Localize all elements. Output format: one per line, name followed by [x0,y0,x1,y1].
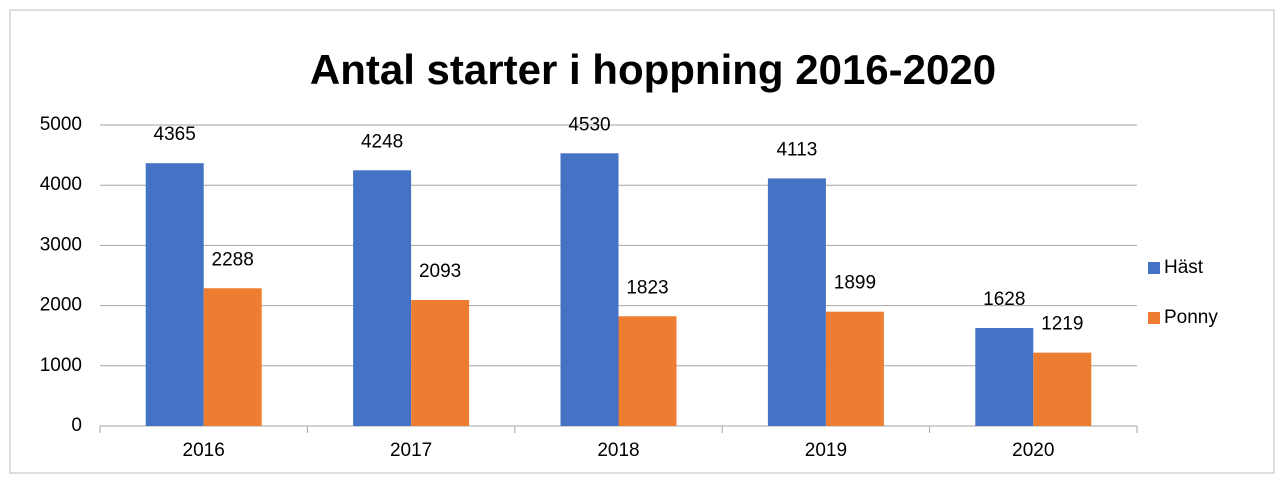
x-tick-label: 2016 [183,440,225,461]
x-tick-label: 2017 [390,440,432,461]
legend-swatch [1148,312,1160,324]
bar [411,300,470,426]
data-label: 1899 [834,273,876,294]
legend-label: Ponny [1164,307,1218,328]
bar [767,178,826,426]
data-label: 2093 [419,261,461,282]
bar [353,170,412,426]
y-tick-label: 0 [71,415,82,436]
x-tick-label: 2018 [597,440,639,461]
data-label: 4365 [154,124,196,145]
data-label: 1823 [626,277,668,298]
y-tick-label: 2000 [40,295,82,316]
bar [618,316,677,426]
legend-label: Häst [1164,257,1204,278]
chart-title: Antal starter i hoppning 2016-2020 [310,46,996,93]
data-label: 1219 [1041,314,1083,335]
bar [1033,352,1092,426]
legend-swatch [1148,262,1160,274]
y-tick-label: 1000 [40,355,82,376]
bar [145,163,204,427]
y-tick-label: 3000 [40,234,82,255]
x-tick-label: 2019 [805,440,847,461]
y-tick-label: 5000 [40,114,82,135]
bar [825,311,884,426]
data-label: 1628 [983,289,1025,310]
y-tick-label: 4000 [40,174,82,195]
data-label: 4248 [361,131,403,152]
data-label: 4113 [776,139,817,160]
bar [975,327,1034,426]
data-label: 2288 [212,249,254,270]
data-label: 4530 [568,114,610,135]
bar [560,153,619,426]
x-tick-label: 2020 [1012,440,1054,461]
bar [203,288,262,426]
